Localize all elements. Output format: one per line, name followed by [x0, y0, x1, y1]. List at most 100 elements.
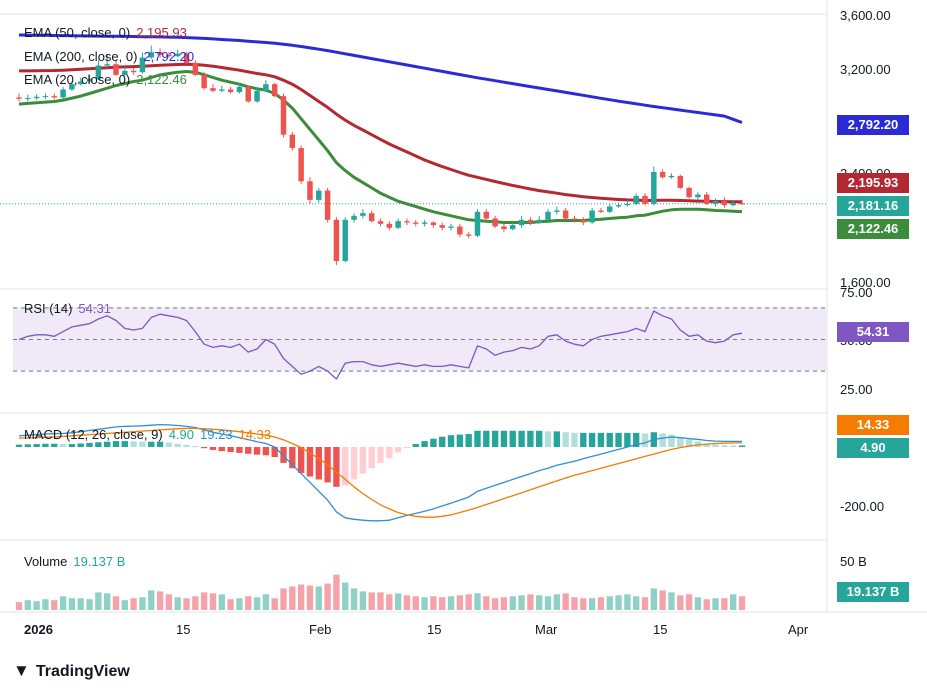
macd-histogram-bar [15, 444, 23, 447]
volume-bar [394, 593, 402, 610]
candle [360, 209, 366, 219]
candle [263, 80, 269, 93]
macd-histogram-bar [271, 447, 278, 458]
volume-bar [315, 586, 322, 610]
tradingview-logo[interactable]: ▼ TradingView [13, 661, 130, 681]
candle [95, 60, 102, 81]
candle [545, 209, 551, 222]
candle-body [139, 57, 146, 73]
volume-bar [209, 593, 217, 610]
volume-bar [377, 592, 384, 610]
volume-bar [262, 594, 270, 610]
candle [607, 203, 613, 214]
volume-bar [297, 584, 305, 610]
volume-bar [112, 596, 120, 610]
candle-body [219, 89, 225, 91]
candle [457, 223, 463, 238]
rsi-axis-label: 25.00 [840, 382, 873, 397]
volume-bar [430, 596, 437, 610]
volume-bar [15, 602, 23, 610]
macd-histogram [15, 430, 746, 487]
candle [210, 84, 216, 93]
volume-bar [121, 600, 128, 610]
candle-body [148, 52, 154, 58]
candle [580, 217, 587, 226]
candle [712, 198, 719, 207]
candle-body [598, 210, 604, 212]
volume-axis-label: 50 B [840, 554, 867, 569]
legend-ema20-label: EMA (20, close, 0) [24, 72, 131, 87]
candle-body [642, 195, 648, 204]
legend-macd-v1: 4.90 [168, 427, 195, 442]
candle [245, 85, 251, 103]
candle [183, 52, 190, 65]
tag-ema200: 2,792.20 [837, 115, 909, 135]
volume-bar [527, 594, 534, 610]
candle-body [589, 210, 595, 223]
legend-ema20[interactable]: EMA (20, close, 0) 2,122.46 [24, 72, 187, 87]
candle [69, 81, 75, 91]
candle [474, 209, 481, 238]
macd-histogram-bar [606, 432, 613, 447]
candle [421, 219, 428, 227]
candle-body [122, 70, 128, 75]
volume-bar [562, 593, 569, 610]
candle-body [386, 223, 393, 228]
volume-bar [236, 598, 243, 610]
candle-body [360, 213, 366, 216]
candle [307, 177, 313, 204]
volume-bar [333, 574, 340, 610]
candle [598, 207, 604, 214]
macd-histogram-bar [439, 436, 446, 447]
legend-ema200-value: 2,792.20 [143, 49, 195, 64]
macd-histogram-bar [245, 447, 252, 454]
volume-bar [192, 596, 199, 610]
candle [439, 222, 445, 231]
legend-ema50-value: 2,195.93 [136, 25, 187, 40]
candle-body [254, 90, 260, 102]
volume-bar [306, 585, 314, 610]
volume-bar [624, 594, 631, 610]
legend-macd[interactable]: MACD (12, 26, close, 9) 4.90 19.23 14.33 [24, 427, 271, 442]
candle-body [457, 226, 463, 235]
candle [174, 49, 181, 58]
candle [33, 94, 40, 101]
macd-histogram-bar [712, 444, 719, 447]
macd-histogram-bar [350, 447, 358, 480]
tradingview-logo-icon: ▼ [13, 661, 30, 680]
volume-bar [509, 596, 516, 610]
candle [536, 215, 542, 224]
candle [77, 77, 84, 86]
volume-bar [518, 595, 525, 610]
candle-body [263, 84, 269, 91]
candle-body [51, 96, 58, 98]
legend-ema50[interactable]: EMA (50, close, 0) 2,195.93 [24, 25, 187, 40]
candle-body [236, 86, 243, 93]
x-axis-label: 15 [176, 622, 191, 637]
candle [518, 215, 525, 228]
candle [562, 207, 569, 220]
candle-body [351, 215, 357, 220]
candle [316, 187, 322, 203]
candle [113, 60, 119, 77]
candle [201, 72, 207, 90]
volume-bar [245, 596, 252, 610]
macd-histogram-bar [156, 441, 164, 447]
legend-rsi[interactable]: RSI (14) 54.31 [24, 301, 111, 316]
macd-histogram-bar [68, 444, 76, 447]
volume-bar [500, 597, 508, 610]
candle-body [615, 205, 622, 207]
candle-body [730, 203, 736, 206]
macd-histogram-bar [130, 441, 137, 447]
candle-body [465, 234, 472, 236]
candle-body [42, 96, 49, 98]
legend-volume[interactable]: Volume 19.137 B [24, 554, 125, 569]
rsi-band-fill [13, 307, 827, 372]
legend-ema200[interactable]: EMA (200, close, 0) 2,792.20 [24, 49, 194, 64]
candle-body [316, 190, 322, 200]
macd-histogram-bar [571, 432, 578, 447]
candle-body [289, 134, 296, 148]
legend-ema200-label: EMA (200, close, 0) [24, 49, 138, 64]
volume-bar [650, 588, 658, 610]
